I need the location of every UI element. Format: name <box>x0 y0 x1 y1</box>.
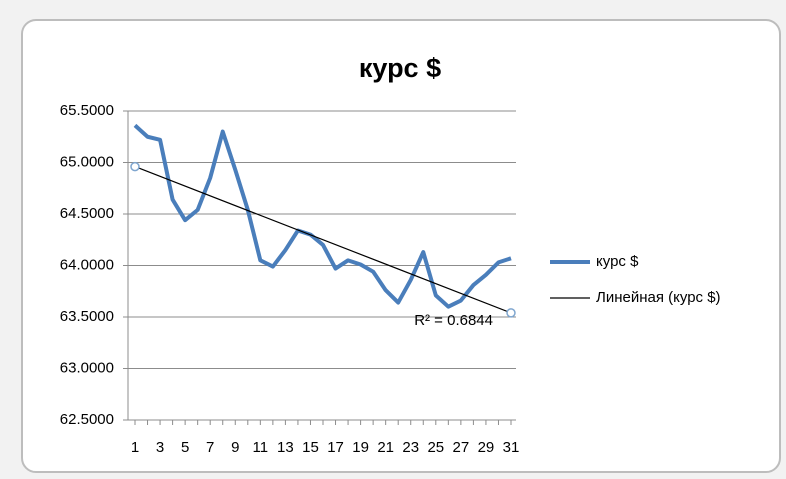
legend-label: курс $ <box>596 253 639 270</box>
y-tick-label: 65.0000 <box>60 153 114 170</box>
y-tick-label: 63.0000 <box>60 359 114 376</box>
r-squared-label: R² = 0.6844 <box>414 312 493 329</box>
x-tick-label: 15 <box>302 439 319 456</box>
x-tick-label: 21 <box>377 439 394 456</box>
x-tick-label: 7 <box>206 439 214 456</box>
x-tick-label: 13 <box>277 439 294 456</box>
x-tick-label: 9 <box>231 439 239 456</box>
x-tick-label: 11 <box>253 439 269 456</box>
x-tick-label: 3 <box>156 439 164 456</box>
x-tick-label: 25 <box>427 439 444 456</box>
y-tick-label: 64.0000 <box>60 256 114 273</box>
legend-label: Линейная (курс $) <box>596 289 721 306</box>
trend-marker <box>130 161 140 172</box>
x-tick-label: 31 <box>503 439 520 456</box>
chart-frame <box>21 19 781 473</box>
x-tick-label: 19 <box>352 439 369 456</box>
x-tick-label: 1 <box>131 439 139 456</box>
y-tick-label: 63.5000 <box>60 308 114 325</box>
data-line <box>133 123 512 309</box>
trendline <box>134 166 512 314</box>
y-tick-label: 65.5000 <box>60 102 114 119</box>
chart-title: курс $ <box>359 53 441 83</box>
y-tick-label: 62.5000 <box>60 411 114 428</box>
x-tick-label: 23 <box>402 439 419 456</box>
x-tick-label: 17 <box>327 439 344 456</box>
x-tick-label: 27 <box>453 439 470 456</box>
y-tick-label: 64.5000 <box>60 205 114 222</box>
trend-marker <box>506 308 516 318</box>
x-tick-label: 5 <box>181 439 189 456</box>
x-tick-label: 29 <box>478 439 495 456</box>
